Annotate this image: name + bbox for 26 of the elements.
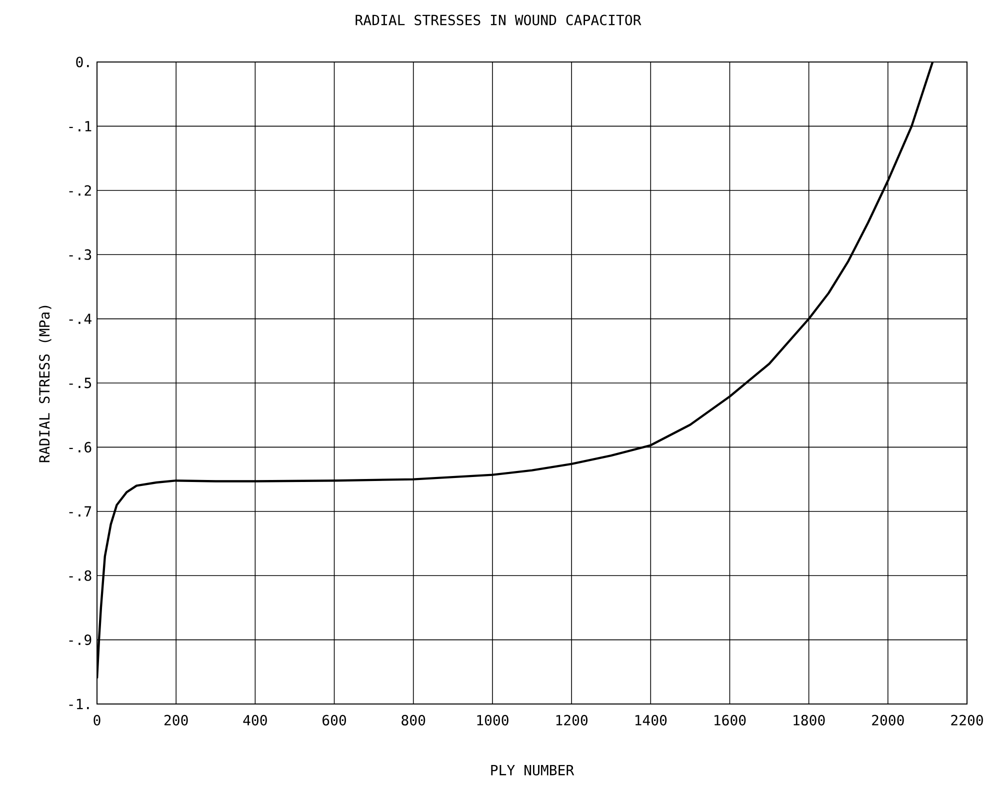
y-tick-label: -.9 (69, 634, 92, 646)
x-tick-label: 0 (94, 714, 100, 726)
x-tick-label: 1400 (635, 714, 667, 726)
y-tick-label: -.2 (69, 185, 91, 196)
x-tick-label: 200 (164, 714, 188, 726)
x-tick-label: 1600 (714, 714, 746, 726)
y-tick-label: -.1 (69, 121, 92, 132)
x-tick-label: 400 (243, 714, 267, 726)
y-axis-title: RADIAL STRESS (MPa) (38, 306, 52, 462)
y-tick-label: -.8 (69, 570, 92, 581)
x-tick-label: 600 (322, 714, 346, 726)
y-tick-label: -.7 (69, 506, 92, 517)
y-tick-label: -.6 (69, 442, 92, 453)
chart-title: RADIAL STRESSES IN WOUND CAPACITOR (356, 14, 642, 26)
y-tick-label: -1. (69, 698, 89, 710)
x-tick-label: 2000 (872, 714, 904, 726)
y-tick-label: -.3 (69, 249, 92, 260)
x-tick-label: 800 (402, 714, 426, 726)
x-tick-label: 1200 (556, 714, 588, 726)
y-tick-label: 0. (76, 56, 89, 68)
x-tick-label: 1800 (794, 714, 825, 726)
x-axis-title: PLY NUMBER (491, 765, 574, 776)
y-tick-label: -.4 (69, 314, 92, 324)
x-tick-label: 1000 (477, 714, 508, 726)
y-tick-label: -.5 (69, 378, 92, 388)
x-tick-label: 2200 (951, 714, 983, 726)
